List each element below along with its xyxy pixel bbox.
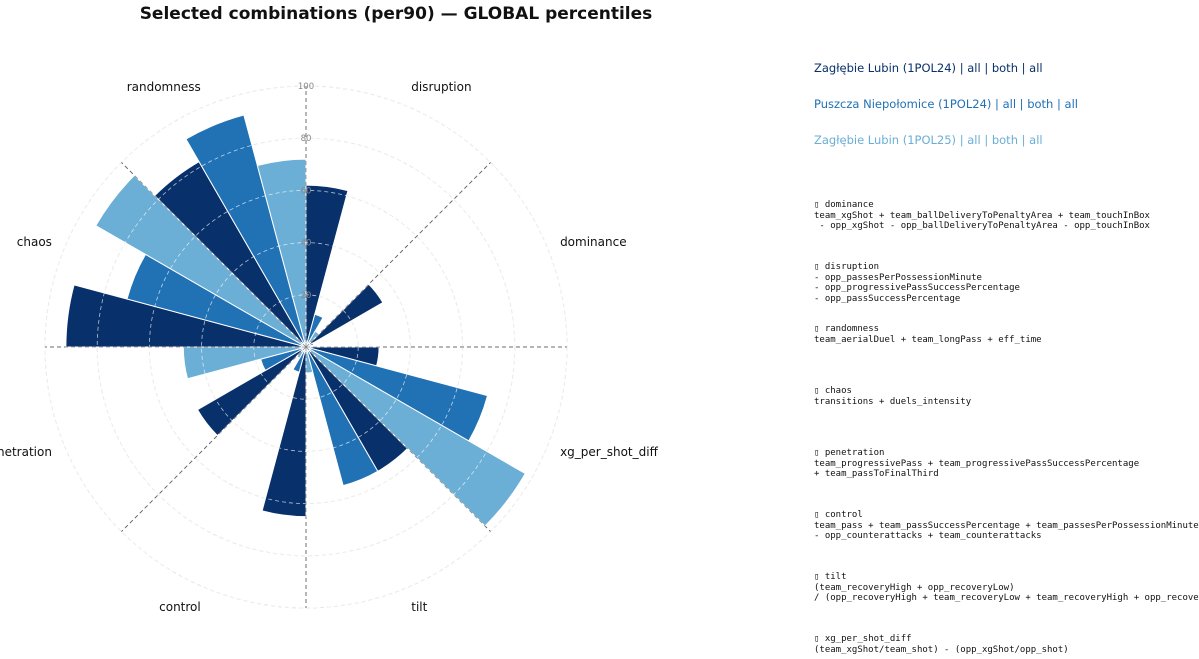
bar-chaos-series-3: [95, 174, 307, 348]
formula-heading: ▯ randomness: [814, 324, 1042, 335]
formula-line: - opp_counterattacks + team_counterattac…: [814, 531, 1042, 541]
formula-line: - opp_passSuccessPercentage: [814, 293, 961, 304]
formula-randomness: ▯ randomness team_aerialDuel + team_longP…: [814, 324, 1042, 345]
category-label-disruption: disruption: [411, 80, 471, 94]
formula-line: - opp_progressivePassSuccessPercentage: [814, 283, 1020, 293]
category-label-xg_per_shot_diff: xg_per_shot_diff: [560, 445, 659, 459]
sector-boundary-overlay: [305, 346, 491, 532]
formula-heading: ▯ tilt: [814, 572, 1199, 583]
formula-line: team_aerialDuel + team_longPass + eff_ti…: [814, 334, 1042, 345]
bar-randomness-series-3: [256, 158, 307, 348]
sector-boundary-overlay: [305, 162, 491, 348]
formula-heading: ▯ xg_per_shot_diff: [814, 634, 1069, 645]
legend-entry: Puszcza Niepołomice (1POL24) | all | bot…: [814, 97, 1078, 111]
formula-control: ▯ control team_pass + team_passSuccessPer…: [814, 510, 1199, 542]
formula-name: tilt: [819, 572, 847, 582]
formula-heading: ▯ disruption: [814, 262, 1020, 273]
radial-gridline-overlay: [96, 137, 516, 557]
bar-tilt-series-3: [305, 346, 314, 374]
category-label-control: control: [159, 600, 201, 614]
formula-line: team_pass + team_passSuccessPercentage +…: [814, 520, 1199, 531]
polar-grid-overlay: [44, 85, 568, 609]
radial-tick-label: 40: [301, 239, 312, 249]
formula-line: - opp_xgShot - opp_ballDeliveryToPenalty…: [814, 221, 1150, 231]
missing-glyph-icon: ▯: [814, 386, 820, 396]
formula-line: transitions + duels_intensity: [814, 396, 972, 407]
formula-penetration: ▯ penetration team_progressivePass + team…: [814, 448, 1139, 480]
formula-tilt: ▯ tilt (team_recoveryHigh + opp_recoveryL…: [814, 572, 1199, 604]
formula-line: / (opp_recoveryHigh + team_recoveryLow +…: [814, 593, 1199, 603]
formula-line: + team_passToFinalThird: [814, 469, 939, 479]
category-label-chaos: chaos: [17, 235, 52, 249]
formula-heading: ▯ dominance: [814, 200, 1150, 211]
formula-line: (team_recoveryHigh + opp_recoveryLow): [814, 582, 1015, 593]
radial-gridline-overlay: [201, 242, 411, 452]
missing-glyph-icon: ▯: [814, 634, 820, 644]
formula-name: xg_per_shot_diff: [819, 634, 912, 644]
sector-boundary-overlay: [121, 346, 307, 532]
polar-chart: 20 40 60 80 100 disruption dominance xg_per_sho…: [0, 80, 659, 614]
formula-name: chaos: [819, 386, 852, 396]
category-label-dominance: dominance: [560, 235, 627, 249]
bar-tilt-series-2: [305, 346, 379, 487]
formula-dominance: ▯ dominance team_xgShot + team_ballDelive…: [814, 200, 1150, 232]
missing-glyph-icon: ▯: [814, 572, 820, 582]
formula-name: disruption: [819, 262, 880, 272]
missing-glyph-icon: ▯: [814, 448, 820, 458]
legend-entry: Zagłębie Lubin (1POL24) | all | both | a…: [814, 61, 1043, 75]
formula-chaos: ▯ chaos transitions + duels_intensity: [814, 386, 971, 407]
radial-tick-label: 20: [301, 291, 312, 301]
formula-heading: ▯ chaos: [814, 386, 971, 397]
formula-heading: ▯ penetration: [814, 448, 1139, 459]
radial-tick-label: 80: [301, 134, 312, 144]
category-label-penetration: penetration: [0, 445, 52, 459]
bar-disruption-series-3: [305, 330, 320, 348]
chart-title: Selected combinations (per90) — GLOBAL p…: [139, 4, 653, 24]
missing-glyph-icon: ▯: [814, 262, 820, 272]
missing-glyph-icon: ▯: [814, 324, 820, 334]
formula-disruption: ▯ disruption - opp_passesPerPossessionMin…: [814, 262, 1020, 304]
missing-glyph-icon: ▯: [814, 510, 820, 520]
legend-entry: Zagłębie Lubin (1POL25) | all | both | a…: [814, 133, 1043, 147]
bar-penetration-series-1: [196, 346, 307, 437]
formula-line: team_xgShot + team_ballDeliveryToPenalty…: [814, 210, 1150, 221]
formula-line: team_progressivePass + team_progressiveP…: [814, 458, 1140, 469]
missing-glyph-icon: ▯: [814, 200, 820, 210]
formula-xg_per_shot_diff: ▯ xg_per_shot_diff (team_xgShot/team_shot…: [814, 634, 1069, 655]
formula-line: (team_xgShot/team_shot) - (opp_xgShot/op…: [814, 644, 1069, 655]
category-label-tilt: tilt: [411, 600, 427, 614]
formula-name: control: [819, 510, 863, 520]
bar-dominance-series-1: [305, 283, 384, 348]
bar-randomness-series-2: [185, 114, 307, 348]
formula-line: - opp_passesPerPossessionMinute: [814, 272, 982, 283]
bars: [65, 114, 526, 527]
formula-name: randomness: [819, 324, 880, 334]
category-label-randomness: randomness: [127, 80, 201, 94]
formula-heading: ▯ control: [814, 510, 1199, 521]
formula-name: penetration: [819, 448, 885, 458]
radial-tick-label: 60: [301, 186, 312, 196]
sector-boundary-overlay: [121, 162, 307, 348]
radial-tick-label: 100: [298, 82, 314, 92]
formula-name: dominance: [819, 200, 874, 210]
